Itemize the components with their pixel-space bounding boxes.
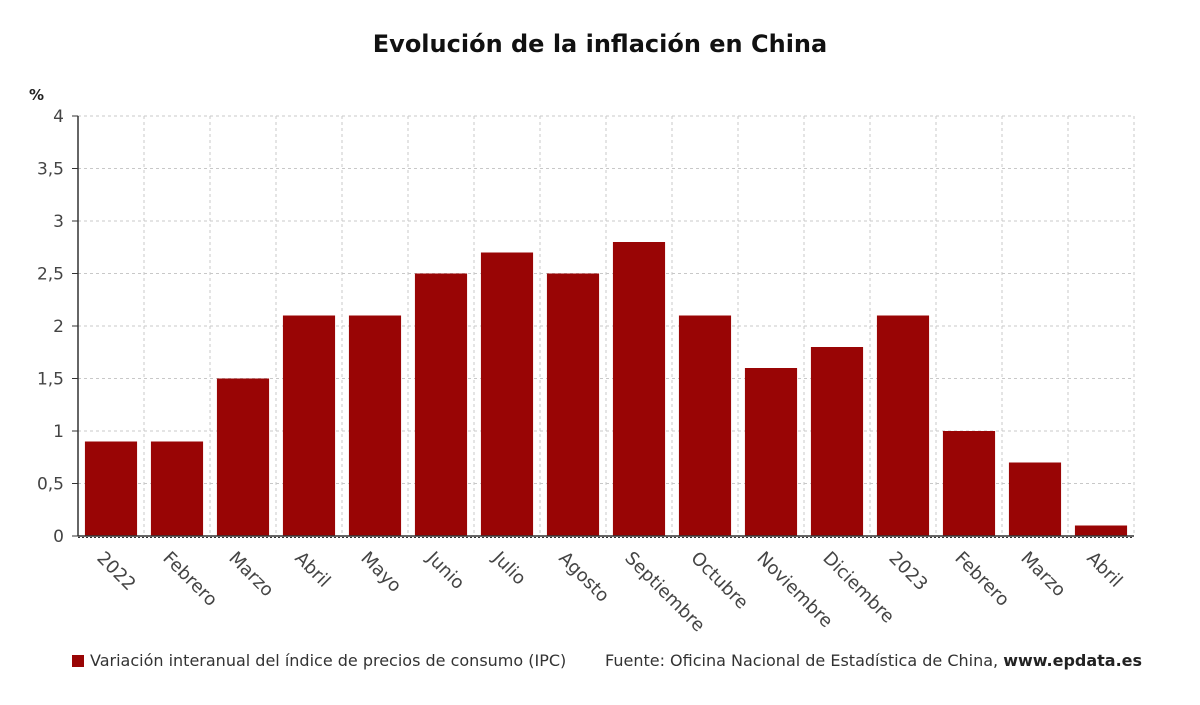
bars-layer [84, 242, 1128, 536]
x-category-label: Julio [488, 547, 530, 589]
x-category-label: Marzo [224, 548, 277, 601]
bar [282, 315, 336, 536]
bar [810, 347, 864, 536]
bar [414, 273, 468, 536]
y-tick-label: 4 [53, 107, 64, 127]
x-category-label: Mayo [356, 548, 405, 597]
y-axis-unit-label: % [29, 86, 45, 104]
bar [216, 378, 270, 536]
source-website: www.epdata.es [1003, 651, 1143, 670]
bar [348, 315, 402, 536]
y-tick-label: 2 [53, 317, 64, 337]
y-tick-label: 2,5 [37, 265, 64, 285]
bar [150, 441, 204, 536]
bar [876, 315, 930, 536]
bar [612, 242, 666, 536]
x-category-label: 2022 [92, 548, 139, 595]
bar [1008, 462, 1062, 536]
y-tick-label: 1 [53, 422, 64, 442]
x-category-label: Octubre [686, 548, 752, 614]
x-category-label: Agosto [554, 548, 613, 607]
y-tick-labels: 0 0,5 1 1,5 2 2,5 3 3,5 4 [37, 107, 64, 547]
x-tick-labels: 2022 Febrero Marzo Abril Mayo Junio Julio Agost… [92, 547, 1126, 636]
y-tick-label: 1,5 [37, 370, 64, 390]
source-note: Fuente: Oficina Nacional de Estadística … [605, 651, 1142, 670]
bar [546, 273, 600, 536]
x-category-label: Abril [1082, 548, 1126, 592]
legend-label: Variación interanual del índice de preci… [90, 651, 567, 670]
x-category-label: Junio [422, 547, 469, 594]
bar [84, 441, 138, 536]
x-category-label: 2023 [884, 548, 931, 595]
bar [1074, 525, 1128, 536]
x-category-label: Marzo [1016, 548, 1069, 601]
source-text: Fuente: Oficina Nacional de Estadística … [605, 651, 1004, 670]
bar [744, 368, 798, 536]
y-tick-label: 3,5 [37, 160, 64, 180]
legend-swatch [72, 654, 84, 667]
x-category-label: Abril [290, 548, 334, 592]
bar [942, 431, 996, 536]
bar [480, 252, 534, 536]
y-tick-label: 3 [53, 212, 64, 232]
legend: Variación interanual del índice de preci… [72, 651, 566, 670]
y-tick-label: 0,5 [37, 475, 64, 495]
x-category-label: Febrero [158, 548, 221, 611]
axes-layer [72, 115, 1134, 538]
x-category-label: Febrero [950, 548, 1013, 611]
bar [678, 315, 732, 536]
chart-title: Evolución de la inflación en China [372, 30, 828, 58]
y-tick-label: 0 [53, 527, 64, 547]
